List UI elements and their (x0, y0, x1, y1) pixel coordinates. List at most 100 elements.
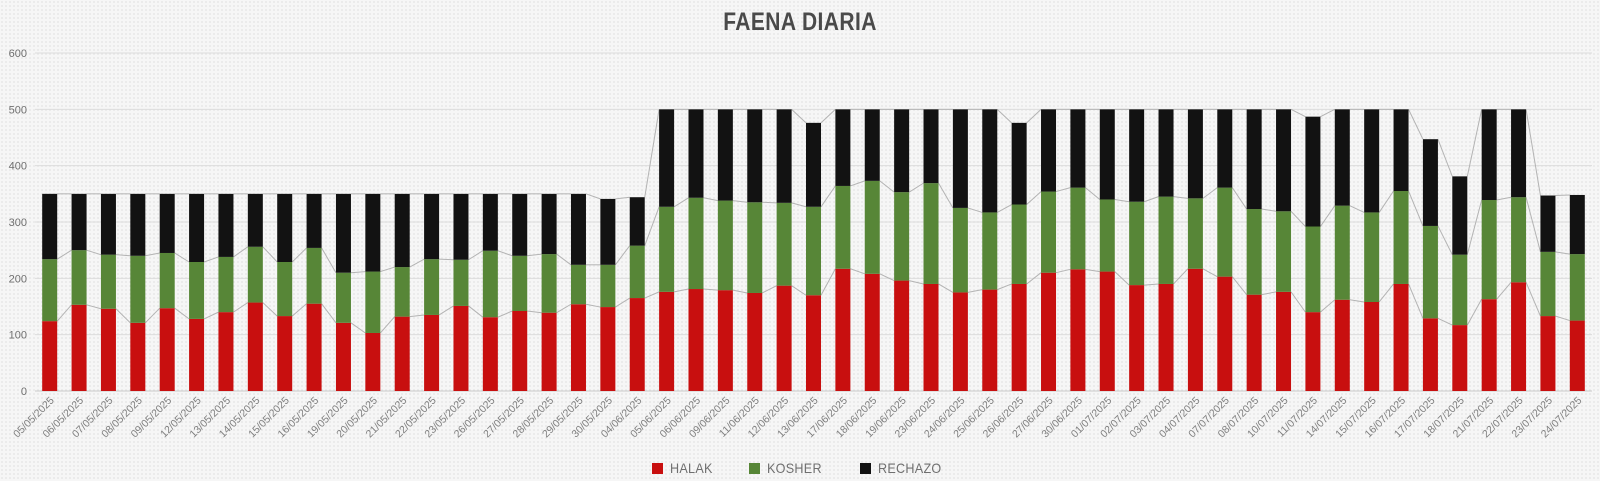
bar-segment-halak (1217, 276, 1233, 391)
bar-segment-kosher (629, 245, 645, 299)
bar-segment-halak (1099, 271, 1115, 391)
bar-segment-kosher (1099, 199, 1115, 272)
bar-segment-kosher (1158, 196, 1174, 284)
bar-segment-rechazo (1393, 109, 1409, 192)
bar-segment-rechazo (42, 193, 58, 260)
legend-item-halak: HALAK (651, 460, 717, 476)
bar-segment-rechazo (1158, 109, 1174, 197)
bar-segment-rechazo (747, 109, 763, 203)
y-tick-label: 400 (9, 161, 27, 173)
bar-segment-halak (365, 332, 381, 391)
bar-segment-rechazo (717, 109, 733, 201)
bar-segment-kosher (659, 206, 675, 292)
bar-segment-rechazo (629, 197, 645, 246)
bar-segment-halak (806, 295, 821, 391)
bar-segment-halak (1481, 299, 1497, 391)
bar-segment-halak (835, 268, 851, 391)
bar-segment-kosher (306, 247, 322, 304)
bar-segment-halak (159, 308, 175, 391)
bar-segment-kosher (1041, 191, 1057, 273)
bar-segment-rechazo (71, 193, 87, 251)
bar-segment-rechazo (923, 109, 939, 184)
bar-segment-kosher (1540, 251, 1556, 317)
kosher-swatch-icon (748, 462, 760, 474)
bar-segment-halak (1187, 268, 1203, 391)
bar-segment-halak (1569, 320, 1585, 391)
chart-title: FAENA DIARIA (723, 8, 877, 36)
legend-label-halak: HALAK (669, 460, 713, 476)
bar-segment-rechazo (982, 109, 998, 213)
bar-segment-halak (1364, 301, 1380, 391)
bar-segment-kosher (71, 250, 87, 305)
bar-segment-kosher (159, 252, 175, 309)
bar-segment-rechazo (335, 193, 351, 273)
bar-segment-rechazo (600, 198, 616, 265)
y-tick-label: 200 (9, 273, 27, 285)
bar-segment-rechazo (1305, 116, 1321, 227)
bar-segment-rechazo (1041, 109, 1057, 192)
bar-segment-kosher (1070, 187, 1086, 270)
bar-segment-rechazo (1187, 109, 1203, 199)
bar-segment-kosher (923, 183, 939, 284)
bar-segment-kosher (776, 202, 792, 286)
bar-segment-halak (1070, 269, 1086, 391)
bar-segment-halak (688, 289, 704, 391)
y-axis-labels: 0 100 200 300 400 500 600 (9, 48, 27, 398)
bar-segment-kosher (600, 264, 616, 308)
stacked-bar-chart: 0 100 200 300 400 500 600 05/05/202506/05/20250… (9, 48, 1592, 440)
bar-segment-rechazo (512, 193, 528, 256)
bar-segment-kosher (424, 259, 440, 315)
bar-segment-rechazo (835, 109, 851, 186)
bar-segment-rechazo (570, 193, 586, 265)
bar-segment-kosher (570, 264, 586, 305)
bar-segment-halak (864, 273, 880, 391)
bar-segment-kosher (747, 202, 763, 293)
bar-segment-rechazo (1246, 109, 1262, 210)
bar-segment-rechazo (1511, 109, 1527, 198)
y-tick-label: 600 (9, 48, 27, 60)
bar-segment-kosher (100, 254, 116, 309)
bar-segment-kosher (952, 207, 968, 293)
bar-segment-rechazo (306, 193, 322, 248)
bar-segment-rechazo (1099, 109, 1115, 200)
bar-segment-kosher (1276, 211, 1292, 292)
bar-segment-rechazo (1540, 195, 1556, 252)
bar-segment-rechazo (130, 193, 146, 256)
y-tick-label: 100 (9, 330, 27, 342)
bar-segment-kosher (189, 261, 205, 319)
bar-segment-halak (1305, 312, 1321, 391)
bar-segment-rechazo (100, 193, 116, 255)
bar-segment-kosher (247, 246, 263, 303)
bar-segment-kosher (1187, 198, 1203, 269)
bar-segment-halak (218, 312, 234, 391)
bar-segment-kosher (1217, 187, 1233, 277)
bar-segment-kosher (1511, 197, 1527, 283)
bar-segment-kosher (453, 259, 469, 306)
bar-segment-kosher (1422, 225, 1438, 319)
bar-segment-rechazo (1364, 109, 1380, 213)
bar-segment-halak (130, 322, 146, 391)
bar-segment-halak (1158, 283, 1174, 391)
bar-segment-halak (541, 312, 557, 391)
bar-segment-halak (600, 307, 616, 391)
bar-segment-halak (1129, 285, 1145, 391)
bar-segment-halak (71, 304, 87, 391)
bar-segment-kosher (1569, 254, 1585, 321)
bar-segment-halak (1334, 299, 1350, 391)
bar-segment-halak (1276, 291, 1292, 391)
bar-segment-rechazo (394, 193, 410, 268)
bar-segment-rechazo (806, 122, 821, 207)
bar-segment-kosher (1305, 226, 1321, 313)
bar-segment-kosher (1334, 205, 1350, 300)
bar-segment-kosher (894, 192, 910, 281)
bar-segment-kosher (335, 272, 351, 323)
bars (42, 109, 1585, 391)
legend-item-rechazo: RECHAZO (859, 460, 949, 476)
bar-segment-rechazo (776, 109, 792, 203)
bar-segment-halak (1246, 294, 1262, 391)
bar-segment-kosher (541, 254, 557, 313)
bar-segment-halak (776, 285, 792, 391)
bar-segment-rechazo (1452, 176, 1468, 255)
bar-segment-kosher (277, 261, 293, 317)
